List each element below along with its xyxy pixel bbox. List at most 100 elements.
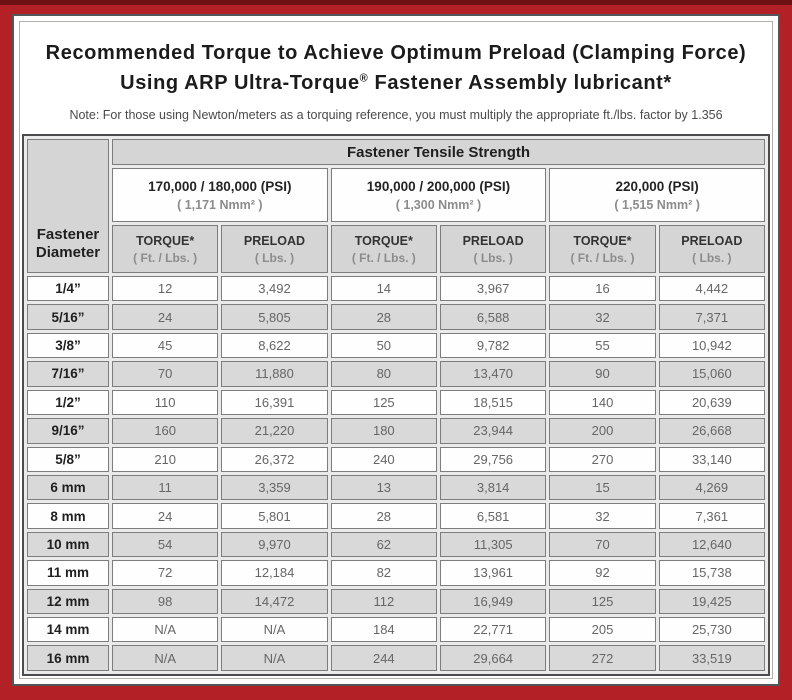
table-row: 1/4” 12 3,492 14 3,967 16 4,442 [27,276,765,302]
preload-value-cell: 7,371 [658,304,765,330]
torque-value-cell: 90 [549,361,656,387]
preload-value-cell: 9,782 [439,332,547,359]
torque-value-cell: 160 [112,418,219,444]
content-area: Recommended Torque to Achieve Optimum Pr… [19,21,773,679]
subheader-preload-1: PRELOAD( Lbs. ) [221,225,328,273]
preload-value-cell: 7,361 [658,503,765,529]
diameter-cell: 3/8” [27,332,109,359]
preload-value-cell: 16,949 [439,588,547,615]
torque-value-cell: 205 [549,617,656,643]
psi-header-190-200: 190,000 / 200,000 (PSI) ( 1,300 Nmm² ) [330,168,547,222]
diameter-cell: 10 mm [27,531,109,558]
preload-value-cell: 14,472 [221,588,328,615]
torque-value-cell: 50 [330,332,437,359]
torque-value-cell: 110 [112,389,219,416]
table-body: 1/4” 12 3,492 14 3,967 16 4,442 5/16” 24 5,805 28 6… [27,276,765,671]
subheader-preload-3: PRELOAD( Lbs. ) [658,225,765,273]
preload-value-cell: 9,970 [221,531,328,558]
subheader-torque-2: TORQUE*( Ft. / Lbs. ) [330,225,437,273]
diameter-cell: 1/2” [27,389,109,416]
torque-value-cell: 12 [112,276,219,302]
torque-value-cell: 62 [330,531,437,558]
tensile-strength-header-row: Fastener Diameter Fastener Tensile Stren… [27,139,765,273]
diameter-cell: 16 mm [27,645,109,671]
table-row: 5/16” 24 5,805 28 6,588 32 7,371 [27,304,765,330]
outer-panel: Recommended Torque to Achieve Optimum Pr… [12,14,780,686]
torque-value-cell: 125 [549,588,656,615]
table-row: 10 mm 54 9,970 62 11,305 70 12,640 [27,531,765,558]
preload-value-cell: 16,391 [221,389,328,416]
torque-value-cell: 92 [549,560,656,586]
torque-value-cell: 270 [549,446,656,472]
table-row: 5/8” 210 26,372 240 29,756 270 33,140 [27,446,765,472]
torque-value-cell: N/A [112,645,219,671]
preload-value-cell: 11,880 [221,361,328,387]
table-row: 11 mm 72 12,184 82 13,961 92 15,738 [27,560,765,586]
torque-value-cell: 70 [112,361,219,387]
preload-value-cell: 20,639 [658,389,765,416]
title-line-1: Recommended Torque to Achieve Optimum Pr… [45,42,747,64]
preload-value-cell: 19,425 [658,588,765,615]
diameter-cell: 1/4” [27,276,109,302]
psi-header-row: 170,000 / 180,000 (PSI) ( 1,171 Nmm² ) 1… [27,168,765,222]
preload-value-cell: 21,220 [221,418,328,444]
torque-value-cell: 70 [549,531,656,558]
preload-value-cell: 12,184 [221,560,328,586]
preload-value-cell: 33,519 [658,645,765,671]
torque-value-cell: 240 [330,446,437,472]
torque-value-cell: 24 [112,503,219,529]
torque-value-cell: 180 [330,418,437,444]
diameter-cell: 14 mm [27,617,109,643]
torque-preload-table: Fastener Diameter Fastener Tensile Stren… [22,134,770,676]
diameter-cell: 7/16” [27,361,109,387]
diameter-cell: 8 mm [27,503,109,529]
preload-value-cell: 6,581 [439,503,547,529]
torque-value-cell: 80 [330,361,437,387]
preload-value-cell: 23,944 [439,418,547,444]
subheader-torque-3: TORQUE*( Ft. / Lbs. ) [549,225,656,273]
table-row: 1/2” 110 16,391 125 18,515 140 20,639 [27,389,765,416]
psi-header-170-180: 170,000 / 180,000 (PSI) ( 1,171 Nmm² ) [112,168,328,222]
torque-value-cell: 210 [112,446,219,472]
diameter-cell: 12 mm [27,588,109,615]
torque-value-cell: 112 [330,588,437,615]
torque-value-cell: 16 [549,276,656,302]
preload-value-cell: 5,801 [221,503,328,529]
torque-value-cell: 11 [112,474,219,501]
diameter-cell: 9/16” [27,418,109,444]
preload-value-cell: 4,269 [658,474,765,501]
subheader-torque-1: TORQUE*( Ft. / Lbs. ) [112,225,219,273]
torque-preload-subheader-row: TORQUE*( Ft. / Lbs. ) PRELOAD( Lbs. ) TO… [27,225,765,273]
preload-value-cell: 3,967 [439,276,547,302]
diameter-cell: 5/8” [27,446,109,472]
torque-value-cell: 98 [112,588,219,615]
torque-value-cell: 140 [549,389,656,416]
preload-value-cell: 26,668 [658,418,765,444]
diameter-cell: 11 mm [27,560,109,586]
torque-value-cell: 14 [330,276,437,302]
subheader-preload-2: PRELOAD( Lbs. ) [439,225,547,273]
conversion-note: Note: For those using Newton/meters as a… [69,108,723,122]
preload-value-cell: 25,730 [658,617,765,643]
preload-value-cell: 33,140 [658,446,765,472]
torque-value-cell: 244 [330,645,437,671]
torque-value-cell: 24 [112,304,219,330]
page-title: Recommended Torque to Achieve Optimum Pr… [22,38,770,98]
torque-value-cell: 200 [549,418,656,444]
group-header-tensile-strength: Fastener Tensile Strength [112,139,765,165]
preload-value-cell: 29,664 [439,645,547,671]
table-row: 6 mm 11 3,359 13 3,814 15 4,269 [27,474,765,501]
torque-value-cell: 28 [330,503,437,529]
table-row: 7/16” 70 11,880 80 13,470 90 15,060 [27,361,765,387]
preload-value-cell: 5,805 [221,304,328,330]
preload-value-cell: 8,622 [221,332,328,359]
diameter-cell: 5/16” [27,304,109,330]
torque-value-cell: 184 [330,617,437,643]
preload-value-cell: 13,470 [439,361,547,387]
preload-value-cell: 11,305 [439,531,547,558]
table-row: 8 mm 24 5,801 28 6,581 32 7,361 [27,503,765,529]
torque-value-cell: 32 [549,503,656,529]
torque-value-cell: 272 [549,645,656,671]
torque-value-cell: 125 [330,389,437,416]
